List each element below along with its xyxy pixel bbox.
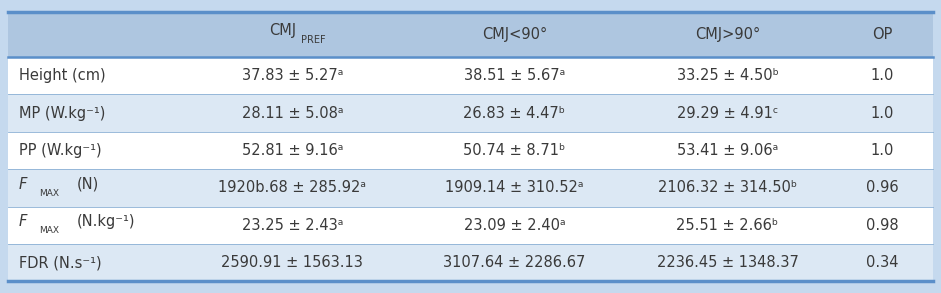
Text: CMJ>90°: CMJ>90° <box>694 27 760 42</box>
Text: (N.kg⁻¹): (N.kg⁻¹) <box>77 214 136 229</box>
Text: 2590.91 ± 1563.13: 2590.91 ± 1563.13 <box>221 255 363 270</box>
Text: 3107.64 ± 2286.67: 3107.64 ± 2286.67 <box>443 255 585 270</box>
Text: 1909.14 ± 310.52ᵃ: 1909.14 ± 310.52ᵃ <box>445 180 583 195</box>
Text: (N): (N) <box>77 177 100 192</box>
Text: 53.41 ± 9.06ᵃ: 53.41 ± 9.06ᵃ <box>677 143 778 158</box>
Text: 0.34: 0.34 <box>867 255 899 270</box>
Bar <box>8 12 933 57</box>
Text: 37.83 ± 5.27ᵃ: 37.83 ± 5.27ᵃ <box>242 68 343 83</box>
Bar <box>8 244 933 281</box>
Bar <box>8 57 933 94</box>
Text: 28.11 ± 5.08ᵃ: 28.11 ± 5.08ᵃ <box>242 106 343 121</box>
Bar <box>8 207 933 244</box>
Text: OP: OP <box>872 27 893 42</box>
Text: CMJ: CMJ <box>269 23 296 38</box>
Text: 25.51 ± 2.66ᵇ: 25.51 ± 2.66ᵇ <box>677 218 778 233</box>
Text: 1.0: 1.0 <box>870 143 894 158</box>
Text: 1.0: 1.0 <box>870 68 894 83</box>
Text: 23.25 ± 2.43ᵃ: 23.25 ± 2.43ᵃ <box>242 218 343 233</box>
Text: 2236.45 ± 1348.37: 2236.45 ± 1348.37 <box>657 255 798 270</box>
Text: 33.25 ± 4.50ᵇ: 33.25 ± 4.50ᵇ <box>677 68 778 83</box>
Text: 52.81 ± 9.16ᵃ: 52.81 ± 9.16ᵃ <box>242 143 343 158</box>
Bar <box>8 132 933 169</box>
Text: F: F <box>19 177 27 192</box>
Text: CMJ<90°: CMJ<90° <box>482 27 547 42</box>
Text: 29.29 ± 4.91ᶜ: 29.29 ± 4.91ᶜ <box>677 106 778 121</box>
Text: 23.09 ± 2.40ᵃ: 23.09 ± 2.40ᵃ <box>464 218 566 233</box>
Text: 0.96: 0.96 <box>867 180 899 195</box>
Text: 50.74 ± 8.71ᵇ: 50.74 ± 8.71ᵇ <box>463 143 566 158</box>
Text: Height (cm): Height (cm) <box>19 68 105 83</box>
Bar <box>8 169 933 207</box>
Text: 1920b.68 ± 285.92ᵃ: 1920b.68 ± 285.92ᵃ <box>218 180 366 195</box>
Text: MAX: MAX <box>40 226 59 235</box>
Text: PP (W.kg⁻¹): PP (W.kg⁻¹) <box>19 143 102 158</box>
Text: FDR (N.s⁻¹): FDR (N.s⁻¹) <box>19 255 102 270</box>
Text: 1.0: 1.0 <box>870 106 894 121</box>
Text: MP (W.kg⁻¹): MP (W.kg⁻¹) <box>19 106 105 121</box>
Text: 26.83 ± 4.47ᵇ: 26.83 ± 4.47ᵇ <box>464 106 566 121</box>
Text: 0.98: 0.98 <box>867 218 899 233</box>
Text: PREF: PREF <box>300 35 326 45</box>
Bar <box>8 94 933 132</box>
Text: F: F <box>19 214 27 229</box>
Text: 38.51 ± 5.67ᵃ: 38.51 ± 5.67ᵃ <box>464 68 566 83</box>
Text: MAX: MAX <box>40 189 59 198</box>
Text: 2106.32 ± 314.50ᵇ: 2106.32 ± 314.50ᵇ <box>658 180 797 195</box>
